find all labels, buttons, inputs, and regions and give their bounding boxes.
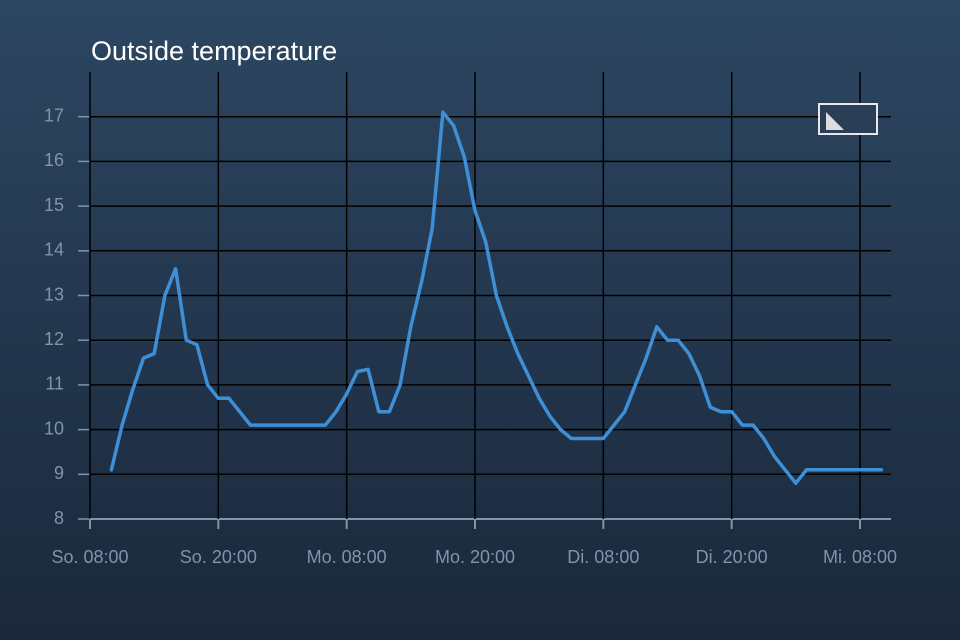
reset-zoom-button[interactable]	[818, 103, 878, 135]
chart-title: Outside temperature	[91, 36, 337, 66]
y-tick-label: 12	[44, 329, 64, 349]
x-tick-label: Mi. 08:00	[823, 547, 897, 567]
x-tick-label: So. 20:00	[180, 547, 257, 567]
y-tick-label: 10	[44, 418, 64, 438]
y-tick-label: 16	[44, 150, 64, 170]
x-tick-label: Mo. 08:00	[307, 547, 387, 567]
x-tick-label: Mo. 20:00	[435, 547, 515, 567]
x-tick-label: Di. 20:00	[696, 547, 768, 567]
y-tick-label: 8	[54, 508, 64, 528]
button-icon	[826, 112, 844, 130]
x-tick-label: So. 08:00	[51, 547, 128, 567]
y-tick-label: 14	[44, 240, 64, 260]
y-tick-label: 15	[44, 195, 64, 215]
y-tick-label: 11	[45, 374, 64, 394]
line-series	[109, 110, 884, 485]
x-tick-label: Di. 08:00	[567, 547, 639, 567]
y-tick-label: 9	[54, 463, 64, 483]
y-tick-label: 13	[44, 284, 64, 304]
y-tick-label: 17	[44, 105, 64, 125]
